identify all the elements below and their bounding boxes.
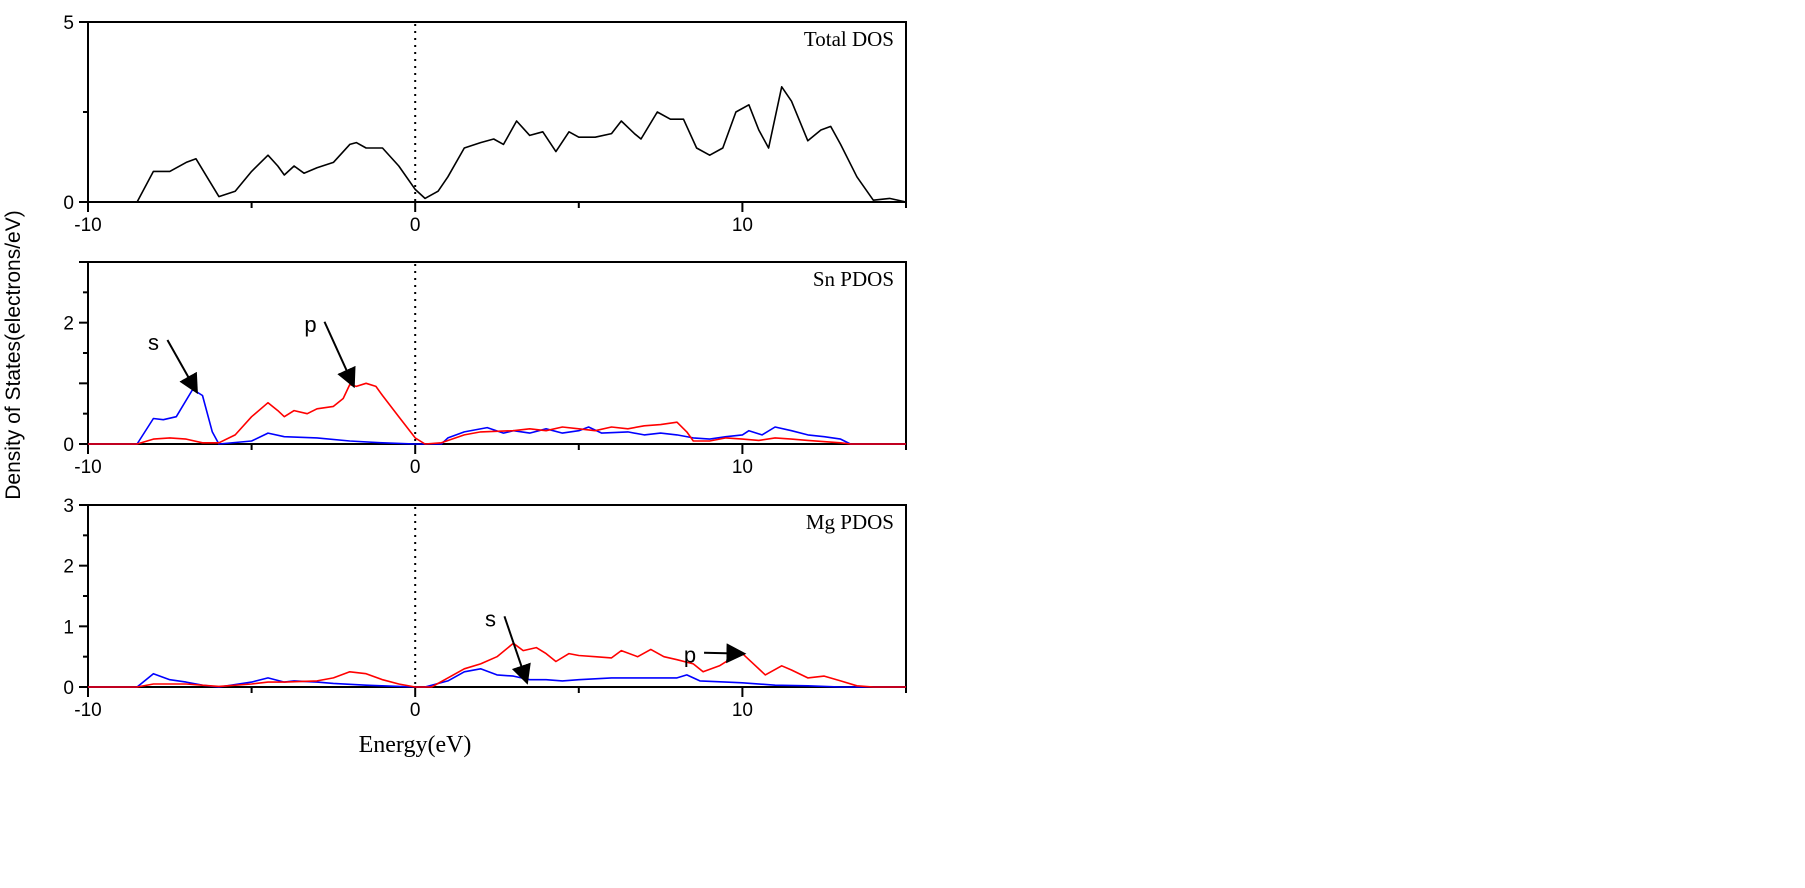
y-tick-label: 0 xyxy=(63,193,74,214)
series-s-line xyxy=(88,668,906,688)
y-tick-label: 2 xyxy=(63,557,74,578)
y-tick-label: 2 xyxy=(63,314,74,335)
y-tick-label: 5 xyxy=(63,13,74,34)
x-tick-label: -10 xyxy=(74,700,101,721)
x-tick-label: 10 xyxy=(732,215,753,236)
panel-title: Total DOS xyxy=(804,27,894,51)
annotation-arrow-icon xyxy=(503,616,531,685)
annotation-arrow-icon xyxy=(704,643,747,664)
annotation-arrow-icon xyxy=(166,339,198,395)
panel-title: Sn PDOS xyxy=(813,267,894,291)
plot-frame xyxy=(87,504,907,688)
plot-frame xyxy=(87,21,907,203)
annotation-label-p: p xyxy=(684,643,696,668)
x-tick-label: 0 xyxy=(410,457,421,478)
y-tick-label: 1 xyxy=(63,617,74,638)
panel-title: Mg PDOS xyxy=(806,510,894,534)
y-tick-label: 0 xyxy=(63,435,74,456)
series-s-line xyxy=(88,388,906,445)
x-tick-label: 0 xyxy=(410,700,421,721)
y-tick-label: 3 xyxy=(63,496,74,517)
x-tick-label: 10 xyxy=(732,700,753,721)
annotation-label-s: s xyxy=(148,330,159,355)
annotation-label-s: s xyxy=(485,606,496,631)
annotation-arrow-icon xyxy=(323,321,356,389)
x-tick-label: -10 xyxy=(74,457,101,478)
y-axis-title: Density of States(electrons/eV) xyxy=(2,210,25,499)
x-tick-label: 0 xyxy=(410,215,421,236)
series-p-line xyxy=(88,642,906,688)
y-tick-label: 0 xyxy=(63,678,74,699)
annotation-label-p: p xyxy=(304,312,316,337)
x-axis-title: Energy(eV) xyxy=(359,732,472,758)
plot-frame xyxy=(87,261,907,445)
x-tick-label: 10 xyxy=(732,457,753,478)
series-p-line xyxy=(88,382,906,445)
x-tick-label: -10 xyxy=(74,215,101,236)
series-total-line xyxy=(88,86,907,203)
